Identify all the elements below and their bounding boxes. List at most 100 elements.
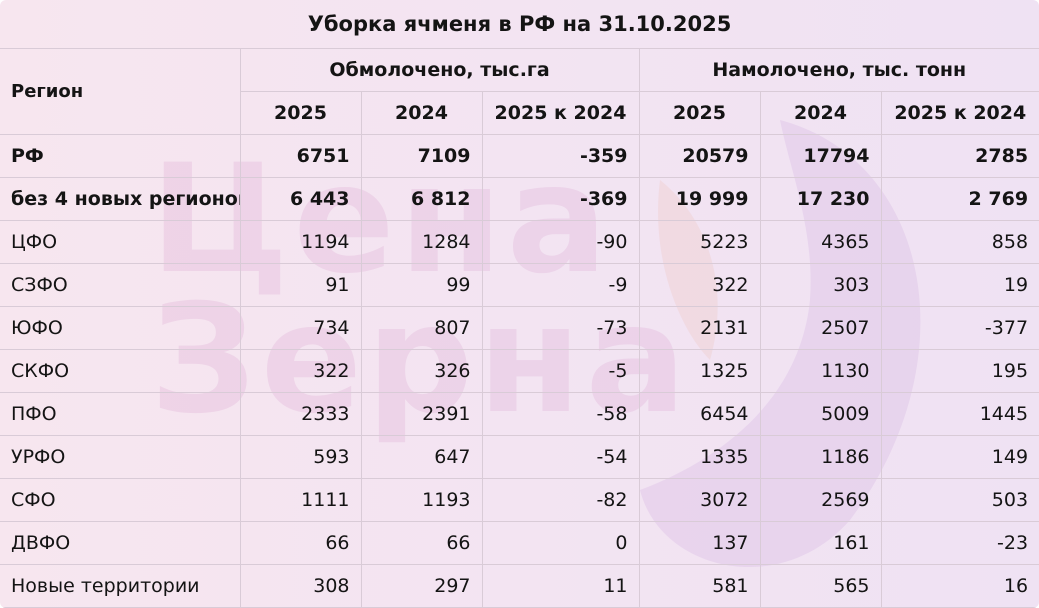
region-cell: ЦФО xyxy=(0,220,241,264)
value-cell: 1335 xyxy=(638,435,761,479)
value-cell: 326 xyxy=(360,349,483,393)
value-cell: 3072 xyxy=(638,478,761,522)
value-cell: -377 xyxy=(880,306,1039,350)
value-cell: -5 xyxy=(481,349,640,393)
value-cell: -58 xyxy=(481,392,640,436)
table-row: УРФО 593 647 -54 1335 1186 149 xyxy=(0,435,1039,479)
value-cell: 4365 xyxy=(759,220,882,264)
subheader-cell: 2025 xyxy=(638,91,761,135)
value-cell: 7109 xyxy=(360,134,483,178)
table-row: Новые территории 308 297 11 581 565 16 xyxy=(0,564,1039,608)
value-cell: 17 230 xyxy=(759,177,882,221)
table-row: ЦФО 1194 1284 -90 5223 4365 858 xyxy=(0,220,1039,264)
value-cell: 1284 xyxy=(360,220,483,264)
value-cell: 66 xyxy=(239,521,362,565)
value-cell: 19 999 xyxy=(638,177,761,221)
value-cell: 137 xyxy=(638,521,761,565)
value-cell: 99 xyxy=(360,263,483,307)
value-cell: 17794 xyxy=(759,134,882,178)
table-row: РФ 6751 7109 -359 20579 17794 2785 xyxy=(0,134,1039,178)
table-row: СФО 1111 1193 -82 3072 2569 503 xyxy=(0,478,1039,522)
region-cell: Новые территории xyxy=(0,564,241,608)
value-cell: -23 xyxy=(880,521,1039,565)
value-cell: 2333 xyxy=(239,392,362,436)
value-cell: 20579 xyxy=(638,134,761,178)
subheader-cell: 2024 xyxy=(360,91,483,135)
table-row: ЮФО 734 807 -73 2131 2507 -377 xyxy=(0,306,1039,350)
value-cell: -359 xyxy=(481,134,640,178)
value-cell: 161 xyxy=(759,521,882,565)
region-cell: ПФО xyxy=(0,392,241,436)
value-cell: 2391 xyxy=(360,392,483,436)
region-cell: СКФО xyxy=(0,349,241,393)
page-title: Уборка ячменя в РФ на 31.10.2025 xyxy=(0,0,1039,49)
harvested-volume-header: Намолочено, тыс. тонн xyxy=(638,48,1039,92)
value-cell: 322 xyxy=(239,349,362,393)
value-cell: -369 xyxy=(481,177,640,221)
value-cell: 1130 xyxy=(759,349,882,393)
value-cell: 581 xyxy=(638,564,761,608)
region-cell: УРФО xyxy=(0,435,241,479)
table-row: ДВФО 66 66 0 137 161 -23 xyxy=(0,521,1039,565)
value-cell: 647 xyxy=(360,435,483,479)
threshed-area-header: Обмолочено, тыс.га xyxy=(239,48,640,92)
value-cell: 593 xyxy=(239,435,362,479)
table-row: СЗФО 91 99 -9 322 303 19 xyxy=(0,263,1039,307)
value-cell: 297 xyxy=(360,564,483,608)
value-cell: 19 xyxy=(880,263,1039,307)
value-cell: 11 xyxy=(481,564,640,608)
value-cell: 149 xyxy=(880,435,1039,479)
value-cell: -82 xyxy=(481,478,640,522)
value-cell: 807 xyxy=(360,306,483,350)
table-row: без 4 новых регионов 6 443 6 812 -369 19 999… xyxy=(0,177,1039,221)
value-cell: 1325 xyxy=(638,349,761,393)
table-row: ПФО 2333 2391 -58 6454 5009 1445 xyxy=(0,392,1039,436)
value-cell: 6751 xyxy=(239,134,362,178)
subheader-cell: 2025 к 2024 xyxy=(880,91,1039,135)
value-cell: 6 812 xyxy=(360,177,483,221)
value-cell: -54 xyxy=(481,435,640,479)
value-cell: 303 xyxy=(759,263,882,307)
value-cell: -9 xyxy=(481,263,640,307)
region-cell: СФО xyxy=(0,478,241,522)
region-cell: ЮФО xyxy=(0,306,241,350)
value-cell: 1194 xyxy=(239,220,362,264)
region-cell: ДВФО xyxy=(0,521,241,565)
value-cell: 1445 xyxy=(880,392,1039,436)
region-cell: без 4 новых регионов xyxy=(0,177,241,221)
value-cell: 1111 xyxy=(239,478,362,522)
value-cell: 195 xyxy=(880,349,1039,393)
table-row: СКФО 322 326 -5 1325 1130 195 xyxy=(0,349,1039,393)
region-column-header: Регион xyxy=(0,48,241,135)
region-cell: СЗФО xyxy=(0,263,241,307)
value-cell: 2131 xyxy=(638,306,761,350)
subheader-cell: 2024 xyxy=(759,91,882,135)
value-cell: -73 xyxy=(481,306,640,350)
value-cell: 503 xyxy=(880,478,1039,522)
value-cell: 66 xyxy=(360,521,483,565)
value-cell: 91 xyxy=(239,263,362,307)
region-cell: РФ xyxy=(0,134,241,178)
value-cell: 308 xyxy=(239,564,362,608)
value-cell: 858 xyxy=(880,220,1039,264)
subheader-cell: 2025 к 2024 xyxy=(481,91,640,135)
value-cell: 16 xyxy=(880,564,1039,608)
subheader-cell: 2025 xyxy=(240,91,362,135)
value-cell: -90 xyxy=(481,220,640,264)
value-cell: 1186 xyxy=(759,435,882,479)
value-cell: 565 xyxy=(759,564,882,608)
value-cell: 322 xyxy=(638,263,761,307)
value-cell: 6454 xyxy=(638,392,761,436)
value-cell: 734 xyxy=(239,306,362,350)
value-cell: 2569 xyxy=(759,478,882,522)
value-cell: 1193 xyxy=(360,478,483,522)
value-cell: 0 xyxy=(481,521,640,565)
table-body: РФ 6751 7109 -359 20579 17794 2785 без 4 новых … xyxy=(0,134,1039,608)
value-cell: 2507 xyxy=(759,306,882,350)
value-cell: 6 443 xyxy=(239,177,362,221)
value-cell: 2785 xyxy=(880,134,1039,178)
value-cell: 5223 xyxy=(638,220,761,264)
value-cell: 2 769 xyxy=(880,177,1039,221)
